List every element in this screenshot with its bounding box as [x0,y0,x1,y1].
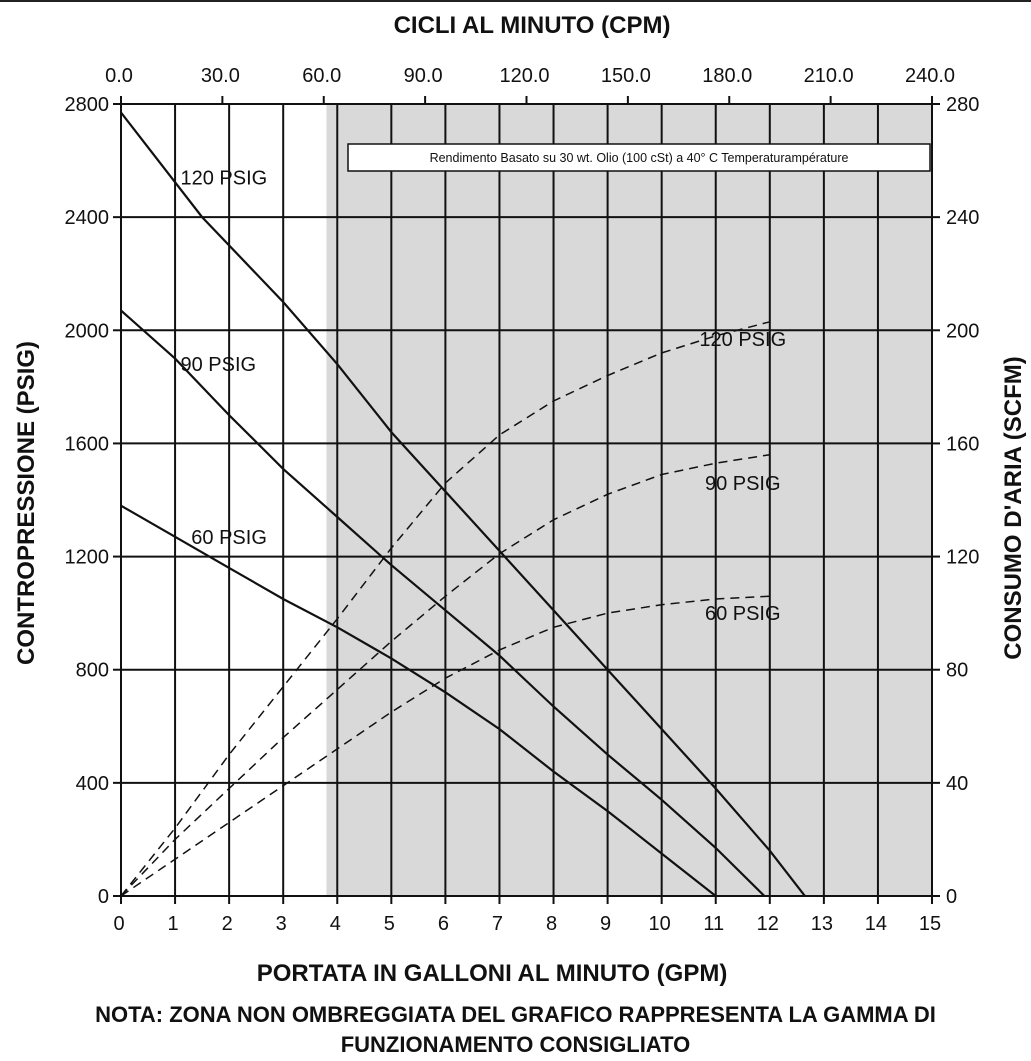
y-tick-label-800: 800 [76,660,109,682]
y-tick-label-2400: 2400 [65,207,110,229]
top-tick-label-7: 210.0 [804,65,854,87]
x-tick-label-7: 7 [492,913,503,935]
air-line-90-psig [120,453,770,897]
top-tick-label-2: 60.0 [302,65,341,87]
x-tick-label-13: 13 [811,913,833,935]
x-tick-label-14: 14 [865,913,887,935]
top-tick-label-4: 120.0 [499,65,549,87]
x-axis-title: PORTATA IN GALLONI AL MINUTO (GPM) [257,960,728,987]
x-tick-label-15: 15 [919,913,941,935]
series-group [120,111,806,897]
pressure-line-90-psig [120,309,766,897]
pressure-label-60-psig: 60 PSIG [191,527,267,549]
top-tick-label-6: 180.0 [702,65,752,87]
y-tick-label-1600: 1600 [65,433,110,455]
pressure-label-90-psig: 90 PSIG [180,354,256,376]
x-tick-label-9: 9 [600,913,611,935]
y2-tick-label-120: 120 [946,547,979,569]
x-tick-label-4: 4 [330,913,341,935]
top-tick-label-3: 90.0 [404,65,443,87]
footnote-line-1: NOTA: ZONA NON OMBREGGIATA DEL GRAFICO R… [95,1002,936,1027]
y-tick-label-0: 0 [98,886,109,908]
annotation-box: Rendimento Basato su 30 wt. Olio (100 cS… [347,143,931,172]
y2-tick-label-240: 240 [946,207,979,229]
x-tick-label-1: 1 [168,913,179,935]
x-tick-label-6: 6 [438,913,449,935]
performance-chart: CICLI AL MINUTO (CPM) 040080012001600200… [0,0,1031,987]
x-tick-label-11: 11 [703,913,724,935]
tick-labels: 0400800120016002000240028000408012016020… [65,65,980,935]
air-line-120-psig [120,321,770,897]
x-tick-label-5: 5 [384,913,395,935]
air-line-60-psig [120,595,770,897]
air-label-120-psig: 120 PSIG [699,329,786,351]
y-tick-label-2800: 2800 [65,94,110,116]
x-tick-label-0: 0 [113,913,124,935]
air-label-90-psig: 90 PSIG [705,473,781,495]
y-tick-label-1200: 1200 [65,547,110,569]
top-tick-label-5: 150.0 [601,65,651,87]
pressure-label-120-psig: 120 PSIG [180,168,267,190]
pressure-line-120-psig [120,111,806,897]
air-label-60-psig: 60 PSIG [705,603,781,625]
x-tick-label-2: 2 [222,913,233,935]
top-tick-label-1: 30.0 [201,65,240,87]
y-tick-label-400: 400 [76,773,109,795]
y2-tick-label-40: 40 [946,773,968,795]
shaded-region [326,104,932,896]
y-axis-title: CONTROPRESSIONE (PSIG) [13,341,40,665]
y2-tick-label-280: 280 [946,94,979,116]
x-tick-label-12: 12 [757,913,779,935]
top-tick-label-8: 240.0 [905,65,955,87]
x-tick-label-10: 10 [649,913,671,935]
plot-frame [120,103,933,897]
y2-tick-label-200: 200 [946,320,979,342]
y-tick-label-2000: 2000 [65,320,110,342]
y2-tick-label-160: 160 [946,433,979,455]
annotation-frame [347,143,931,172]
pressure-line-60-psig [120,504,717,897]
axis-ticks [113,96,940,904]
x-tick-label-8: 8 [546,913,557,935]
y2-axis-title: CONSUMO D'ARIA (SCFM) [1000,356,1027,659]
top-axis-title: CICLI AL MINUTO (CPM) [394,12,671,39]
y2-tick-label-80: 80 [946,660,968,682]
y2-tick-label-0: 0 [946,886,957,908]
top-tick-label-0: 0.0 [105,65,133,87]
annotation-text: Rendimento Basato su 30 wt. Olio (100 cS… [430,151,849,165]
footnote-line-2: FUNZIONAMENTO CONSIGLIATO [340,1032,691,1057]
x-tick-label-3: 3 [276,913,287,935]
